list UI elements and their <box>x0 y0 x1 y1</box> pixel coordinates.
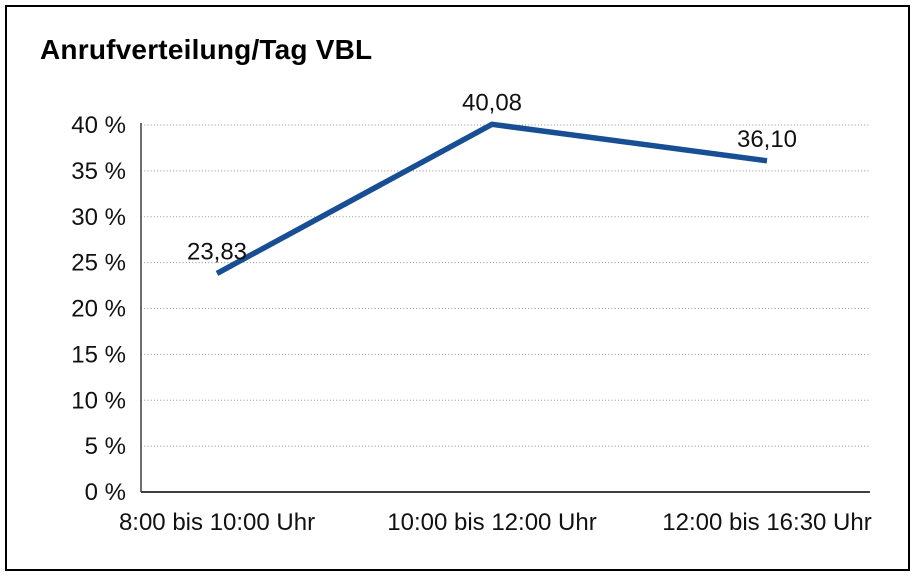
data-point-label: 40,08 <box>462 89 522 116</box>
y-tick-label: 10 % <box>71 387 126 414</box>
y-tick-label: 40 % <box>71 112 126 139</box>
y-tick-label: 25 % <box>71 250 126 277</box>
y-tick-label: 0 % <box>85 479 126 506</box>
data-line-series <box>215 121 768 276</box>
chart-frame <box>5 5 910 571</box>
y-tick-label: 5 % <box>85 433 126 460</box>
x-category-label: 12:00 bis 16:30 Uhr <box>662 509 871 536</box>
y-tick-label: 30 % <box>71 204 126 231</box>
y-tick-label: 20 % <box>71 296 126 323</box>
y-tick-label: 35 % <box>71 158 126 185</box>
data-point-label: 36,10 <box>737 126 797 153</box>
y-tick-label: 15 % <box>71 341 126 368</box>
data-point-label: 23,83 <box>187 238 247 265</box>
x-category-label: 10:00 bis 12:00 Uhr <box>387 509 596 536</box>
x-category-label: 8:00 bis 10:00 Uhr <box>119 509 315 536</box>
chart-title: Anrufverteilung/Tag VBL <box>40 34 373 65</box>
